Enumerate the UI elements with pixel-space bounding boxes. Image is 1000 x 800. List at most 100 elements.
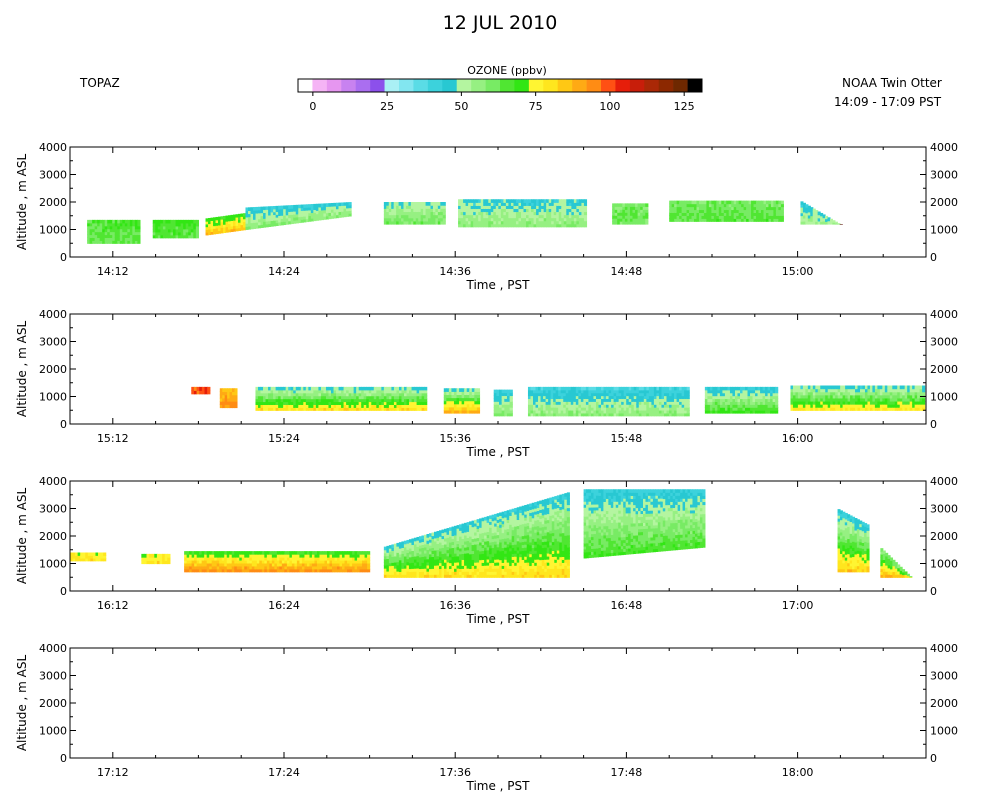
ozone-cell (285, 211, 289, 216)
ozone-cell (423, 555, 428, 560)
ozone-cell (340, 214, 345, 218)
ozone-cell (226, 565, 230, 570)
ozone-cell (235, 214, 239, 218)
ozone-cell (416, 543, 420, 547)
ozone-cell (676, 398, 680, 402)
ozone-cell (218, 219, 222, 223)
ozone-cell (328, 203, 332, 207)
ozone-cell (747, 407, 751, 411)
ozone-cell (513, 214, 517, 219)
ozone-cell (348, 204, 352, 209)
ozone-cell (832, 404, 836, 408)
ozone-cell (373, 392, 377, 397)
ozone-cell (92, 219, 96, 224)
ozone-cell (714, 401, 719, 405)
ozone-cell (800, 394, 804, 399)
ozone-cell (864, 397, 869, 402)
ozone-cell (170, 219, 174, 224)
ozone-cell (253, 210, 257, 214)
ozone-cell (566, 208, 570, 213)
curtain-segment (493, 389, 513, 417)
ozone-cell (284, 554, 288, 558)
ozone-cell (443, 397, 447, 402)
ozone-cell (691, 215, 695, 219)
ozone-cell (515, 217, 520, 222)
ozone-cell (393, 561, 397, 566)
ozone-cell (904, 397, 908, 402)
ozone-cell (852, 407, 856, 411)
ozone-cell (631, 389, 635, 394)
ozone-cell (763, 200, 767, 205)
ozone-cell (103, 558, 107, 562)
ozone-cell (914, 388, 918, 393)
ozone-cell (237, 213, 242, 218)
ozone-cell (309, 551, 313, 555)
ozone-cell (656, 386, 660, 391)
ozone-cell (159, 557, 163, 561)
y-tick-label-left: 4000 (39, 308, 67, 321)
ozone-cell (775, 386, 779, 391)
ozone-cell (221, 557, 225, 561)
ozone-cell (568, 386, 572, 391)
ozone-cell (894, 391, 898, 396)
ozone-cell (391, 395, 395, 400)
ozone-cell (493, 395, 497, 399)
ozone-cell (770, 203, 775, 208)
ozone-cell (253, 225, 257, 229)
ozone-cell (583, 223, 588, 228)
ozone-cell (568, 395, 572, 400)
ozone-cell (919, 404, 923, 408)
ozone-cell (333, 202, 337, 207)
ozone-cell (433, 537, 438, 542)
ozone-cell (551, 205, 555, 210)
ozone-cell (446, 406, 450, 411)
ozone-cell (679, 412, 683, 417)
ozone-cell (283, 214, 287, 219)
ozone-cell (411, 553, 415, 557)
ozone-cell (398, 217, 402, 222)
ozone-cell (701, 209, 705, 214)
ozone-cell (404, 389, 408, 394)
ozone-cell (442, 220, 446, 225)
ozone-cell (396, 542, 400, 547)
ozone-cell (515, 211, 520, 216)
ozone-cell (578, 389, 582, 394)
ozone-cell (255, 218, 259, 223)
ozone-cell (294, 551, 298, 555)
ozone-cell (428, 556, 433, 561)
colorbar-swatch (355, 79, 371, 92)
ozone-cell (723, 215, 727, 219)
ozone-cell (423, 211, 427, 216)
ozone-cell (505, 223, 510, 228)
ozone-cell (590, 392, 595, 397)
ozone-cell (361, 389, 365, 394)
ozone-cell (280, 392, 284, 397)
ozone-cell (406, 395, 410, 400)
ozone-cell (371, 398, 375, 403)
ozone-cell (459, 403, 463, 408)
ozone-cell (336, 395, 340, 400)
ozone-cell (590, 395, 595, 400)
ozone-cell (388, 398, 393, 403)
ozone-cell (268, 217, 272, 222)
ozone-cell (295, 219, 299, 224)
ozone-cell (476, 394, 481, 399)
ozone-cell (393, 217, 397, 222)
ozone-cell (270, 217, 274, 221)
ozone-cell (426, 558, 430, 563)
ozone-cell (822, 388, 826, 393)
ozone-cell (393, 574, 397, 578)
ozone-cell (601, 392, 605, 397)
ozone-cell (555, 404, 559, 408)
ozone-cell (612, 221, 616, 225)
ozone-cell (201, 551, 205, 555)
ozone-cell (790, 407, 794, 411)
ozone-cell (404, 404, 408, 408)
ozone-cell (330, 398, 335, 403)
ozone-cell (832, 385, 836, 390)
ozone-cell (756, 206, 760, 211)
ozone-cell (404, 401, 408, 406)
ozone-cell (428, 565, 433, 570)
ozone-cell (470, 211, 474, 216)
ozone-cell (805, 394, 809, 399)
